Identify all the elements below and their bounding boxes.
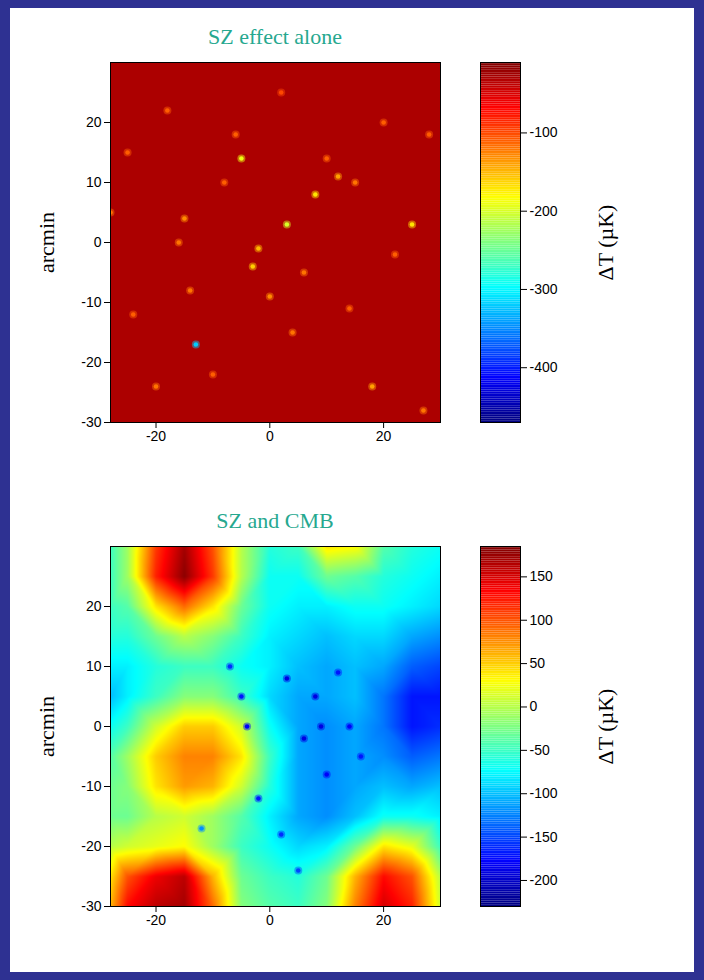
svg-text:-50: -50 [530,742,550,758]
svg-text:100: 100 [530,612,554,628]
svg-text:20: 20 [86,598,102,614]
svg-text:-30: -30 [81,414,101,430]
svg-text:20: 20 [86,114,102,130]
svg-text:-20: -20 [81,838,101,854]
svg-text:ΔT (µK): ΔT (µK) [593,689,618,765]
html-text:SZ effect alone: SZ effect alone [208,24,342,49]
svg-text:-150: -150 [530,829,558,845]
svg-text:-100: -100 [530,785,558,801]
svg-text:0: 0 [266,428,274,444]
svg-text:-10: -10 [81,294,101,310]
svg-text:-20: -20 [81,354,101,370]
svg-text:-400: -400 [530,359,558,375]
svg-text:-300: -300 [530,281,558,297]
svg-text:-10: -10 [81,778,101,794]
svg-text:150: 150 [530,568,554,584]
svg-text:0: 0 [94,718,102,734]
svg-text:0: 0 [266,912,274,928]
svg-text:-100: -100 [530,124,558,140]
svg-text:-200: -200 [530,203,558,219]
svg-text:20: 20 [376,428,392,444]
svg-text:0: 0 [94,234,102,250]
svg-text:-20: -20 [146,428,166,444]
html-text:SZ and CMB: SZ and CMB [216,508,334,533]
svg-text:10: 10 [86,174,102,190]
svg-text:-30: -30 [81,898,101,914]
svg-text:arcmin: arcmin [34,212,59,273]
svg-text:ΔT (µK): ΔT (µK) [593,205,618,281]
svg-text:-20: -20 [146,912,166,928]
svg-text:arcmin: arcmin [34,696,59,757]
svg-text:10: 10 [86,658,102,674]
svg-text:20: 20 [376,912,392,928]
svg-text:0: 0 [530,698,538,714]
svg-text:50: 50 [530,655,546,671]
svg-text:-200: -200 [530,872,558,888]
